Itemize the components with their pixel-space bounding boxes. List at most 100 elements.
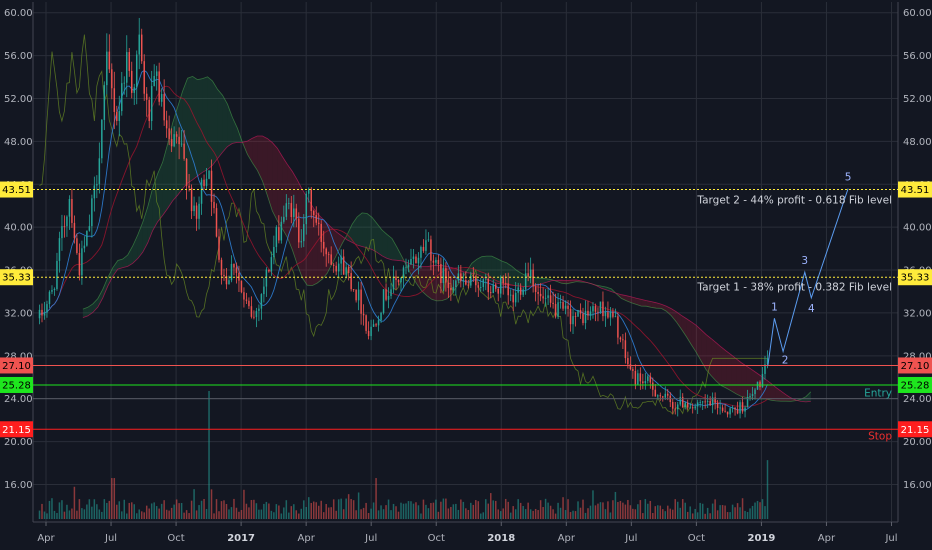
- volume-bar: [639, 500, 642, 519]
- candle-body: [86, 230, 88, 246]
- candle-body: [243, 292, 245, 300]
- candle-body: [203, 179, 205, 187]
- volume-bar: [644, 499, 647, 519]
- volume-bar: [198, 505, 200, 519]
- span-a-line: [82, 75, 812, 402]
- candle-body: [649, 376, 652, 383]
- volume-bar: [83, 509, 86, 519]
- volume-bar: [741, 498, 744, 519]
- candle-body: [288, 203, 290, 204]
- volume-bar: [669, 508, 672, 519]
- volume-bar: [514, 509, 517, 519]
- volume-bar: [193, 489, 195, 519]
- candle-body: [519, 287, 522, 295]
- candle-body: [764, 364, 766, 374]
- cloud-segment: [775, 387, 781, 402]
- candle-body: [497, 288, 499, 294]
- candle-body: [420, 246, 422, 258]
- candle-body: [447, 282, 450, 288]
- y-tick-right: 28.00: [903, 351, 932, 362]
- candle-body: [522, 289, 524, 295]
- candle-body: [659, 395, 662, 397]
- volume-bar: [467, 510, 470, 519]
- volume-bar: [756, 500, 759, 519]
- candle-body: [667, 393, 669, 396]
- volume-bar: [637, 504, 639, 519]
- price-tag-bg: [0, 357, 33, 374]
- candle-body: [701, 401, 704, 403]
- volume-bar: [200, 500, 203, 519]
- candle-body: [544, 297, 547, 299]
- volume-bar: [689, 506, 691, 519]
- candle-body: [275, 227, 278, 247]
- volume-bar: [659, 505, 662, 519]
- candle-body: [283, 216, 285, 222]
- volume-bar: [203, 498, 205, 519]
- volume-bar: [549, 505, 552, 519]
- candle-body: [564, 305, 567, 309]
- volume-bar: [131, 502, 133, 519]
- candle-body: [609, 311, 612, 318]
- y-tick-left: 32.00: [4, 308, 33, 319]
- candle-body: [490, 292, 492, 294]
- candle-body: [66, 216, 68, 227]
- x-tick-label: Apr: [558, 533, 576, 544]
- volume-bar: [450, 506, 452, 519]
- volume-bar: [422, 499, 425, 519]
- volume-bar: [415, 502, 417, 519]
- cloud-segment: [112, 260, 118, 277]
- volume-bar: [330, 507, 332, 519]
- candle-body: [617, 316, 619, 338]
- candle-body: [642, 381, 644, 384]
- volume-bar: [158, 508, 160, 519]
- volume-bar: [342, 509, 345, 519]
- volume-bar: [145, 505, 148, 519]
- volume-bar: [253, 499, 255, 519]
- volume-bar: [377, 510, 380, 519]
- volume-bar: [86, 504, 88, 519]
- candle-body: [345, 267, 347, 275]
- candle-body: [746, 397, 749, 408]
- candle-body: [766, 358, 769, 365]
- entry-label: Entry: [864, 388, 892, 400]
- volume-bar: [355, 510, 357, 519]
- volume-bar: [140, 511, 143, 519]
- candle-body: [327, 254, 330, 256]
- volume-bar: [61, 500, 63, 519]
- volume-bar: [233, 498, 235, 519]
- candle-body: [704, 401, 706, 403]
- volume-bar: [462, 501, 465, 519]
- candle-body: [734, 407, 736, 410]
- volume-bar: [360, 509, 362, 519]
- volume-bar: [103, 499, 106, 519]
- candle-body: [654, 389, 657, 397]
- volume-bar: [674, 499, 676, 519]
- volume-bar: [128, 502, 131, 519]
- candle-body: [756, 381, 759, 390]
- candle-body: [392, 276, 395, 290]
- volume-bar: [437, 511, 440, 519]
- cloud-segment: [307, 197, 313, 286]
- candle-body: [514, 292, 517, 303]
- candle-body: [273, 246, 275, 258]
- price-tag-left: 27.10: [2, 361, 31, 372]
- volume-bar: [577, 501, 579, 519]
- price-tag-bg: [898, 181, 932, 198]
- candle-body: [726, 411, 729, 415]
- y-axis-right[interactable]: 16.0020.0024.0028.0032.0036.0040.0044.00…: [903, 8, 932, 491]
- volume-bar: [208, 391, 210, 519]
- volume-bar: [440, 501, 442, 519]
- volume-bar: [278, 505, 280, 519]
- candle-body: [260, 294, 263, 309]
- candle-body: [721, 407, 724, 411]
- cloud-segment: [641, 299, 647, 307]
- base-line: [39, 85, 768, 407]
- candle-body: [101, 119, 103, 159]
- volume-bar: [624, 504, 627, 519]
- candle-body: [504, 283, 507, 285]
- x-axis[interactable]: Apr Jul Oct 2017 Apr Jul Oct 2018 Apr Jul Oct 2019 A…: [37, 522, 898, 544]
- candle-body: [529, 269, 532, 277]
- volume-bar: [634, 509, 637, 519]
- candle-body: [390, 289, 392, 296]
